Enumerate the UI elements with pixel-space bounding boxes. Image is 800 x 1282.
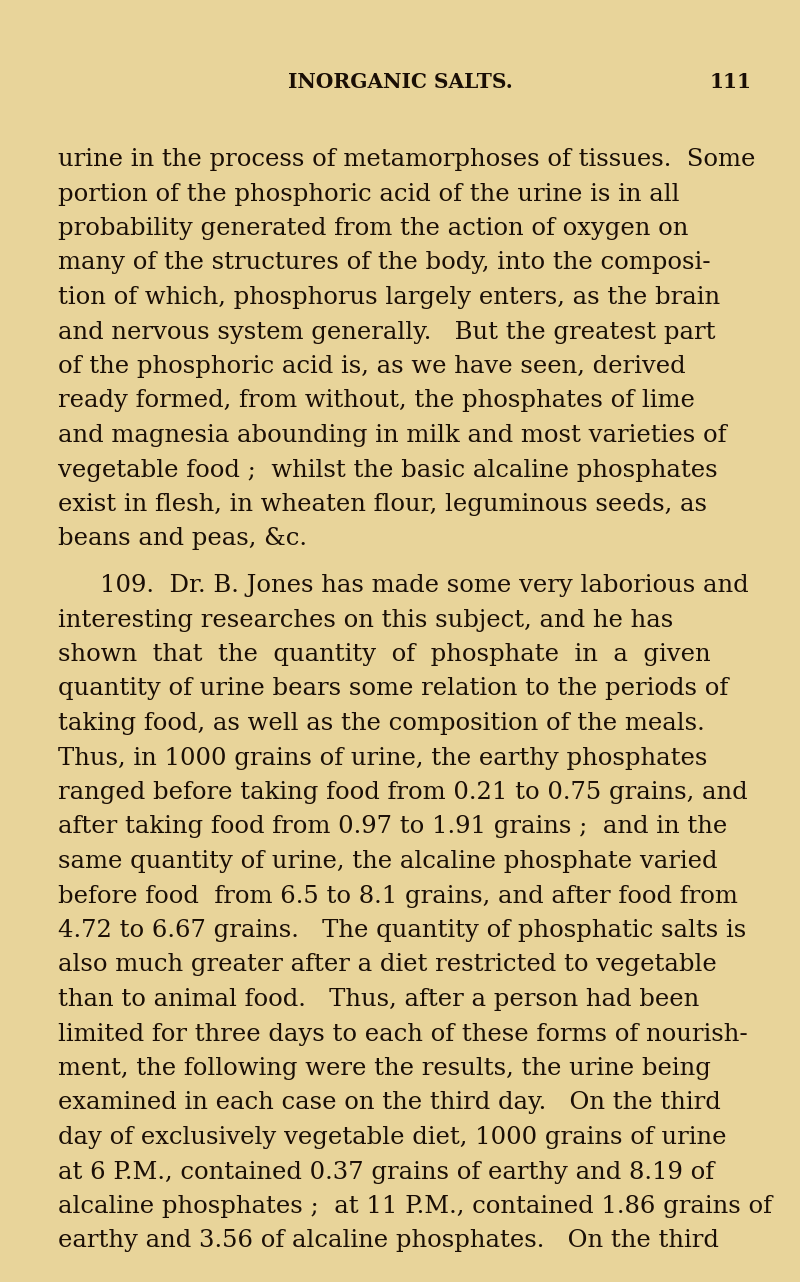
Text: quantity of urine bears some relation to the periods of: quantity of urine bears some relation to… bbox=[58, 677, 728, 700]
Text: probability generated from the action of oxygen on: probability generated from the action of… bbox=[58, 217, 688, 240]
Text: before food  from 6.5 to 8.1 grains, and after food from: before food from 6.5 to 8.1 grains, and … bbox=[58, 885, 738, 908]
Text: ment, the following were the results, the urine being: ment, the following were the results, th… bbox=[58, 1056, 711, 1079]
Text: many of the structures of the body, into the composi-: many of the structures of the body, into… bbox=[58, 251, 710, 274]
Text: exist in flesh, in wheaten flour, leguminous seeds, as: exist in flesh, in wheaten flour, legumi… bbox=[58, 494, 707, 515]
Text: tion of which, phosphorus largely enters, as the brain: tion of which, phosphorus largely enters… bbox=[58, 286, 720, 309]
Text: alcaline phosphates ;  at 11 P.M., contained 1.86 grains of: alcaline phosphates ; at 11 P.M., contai… bbox=[58, 1195, 772, 1218]
Text: Thus, in 1000 grains of urine, the earthy phosphates: Thus, in 1000 grains of urine, the earth… bbox=[58, 746, 707, 769]
Text: portion of the phosphoric acid of the urine is in all: portion of the phosphoric acid of the ur… bbox=[58, 182, 679, 205]
Text: examined in each case on the third day.   On the third: examined in each case on the third day. … bbox=[58, 1091, 721, 1114]
Text: same quantity of urine, the alcaline phosphate varied: same quantity of urine, the alcaline pho… bbox=[58, 850, 718, 873]
Text: than to animal food.   Thus, after a person had been: than to animal food. Thus, after a perso… bbox=[58, 988, 699, 1011]
Text: 4.72 to 6.67 grains.   The quantity of phosphatic salts is: 4.72 to 6.67 grains. The quantity of pho… bbox=[58, 919, 746, 942]
Text: shown  that  the  quantity  of  phosphate  in  a  given: shown that the quantity of phosphate in … bbox=[58, 644, 710, 667]
Text: also much greater after a diet restricted to vegetable: also much greater after a diet restricte… bbox=[58, 954, 717, 977]
Text: ready formed, from without, the phosphates of lime: ready formed, from without, the phosphat… bbox=[58, 390, 695, 413]
Text: vegetable food ;  whilst the basic alcaline phosphates: vegetable food ; whilst the basic alcali… bbox=[58, 459, 718, 482]
Text: urine in the process of metamorphoses of tissues.  Some: urine in the process of metamorphoses of… bbox=[58, 147, 755, 171]
Text: beans and peas, &c.: beans and peas, &c. bbox=[58, 527, 307, 550]
Text: earthy and 3.56 of alcaline phosphates.   On the third: earthy and 3.56 of alcaline phosphates. … bbox=[58, 1229, 719, 1253]
Text: at 6 P.M., contained 0.37 grains of earthy and 8.19 of: at 6 P.M., contained 0.37 grains of eart… bbox=[58, 1160, 714, 1183]
Text: after taking food from 0.97 to 1.91 grains ;  and in the: after taking food from 0.97 to 1.91 grai… bbox=[58, 815, 727, 838]
Text: of the phosphoric acid is, as we have seen, derived: of the phosphoric acid is, as we have se… bbox=[58, 355, 686, 378]
Text: and magnesia abounding in milk and most varieties of: and magnesia abounding in milk and most … bbox=[58, 424, 726, 447]
Text: taking food, as well as the composition of the meals.: taking food, as well as the composition … bbox=[58, 712, 705, 735]
Text: INORGANIC SALTS.: INORGANIC SALTS. bbox=[288, 72, 512, 92]
Text: 111: 111 bbox=[710, 72, 752, 92]
Text: limited for three days to each of these forms of nourish-: limited for three days to each of these … bbox=[58, 1023, 748, 1046]
Text: 109.  Dr. B. Jones has made some very laborious and: 109. Dr. B. Jones has made some very lab… bbox=[100, 574, 749, 597]
Text: interesting researches on this subject, and he has: interesting researches on this subject, … bbox=[58, 609, 674, 632]
Text: and nervous system generally.   But the greatest part: and nervous system generally. But the gr… bbox=[58, 320, 715, 344]
Text: day of exclusively vegetable diet, 1000 grains of urine: day of exclusively vegetable diet, 1000 … bbox=[58, 1126, 726, 1149]
Text: ranged before taking food from 0.21 to 0.75 grains, and: ranged before taking food from 0.21 to 0… bbox=[58, 781, 748, 804]
